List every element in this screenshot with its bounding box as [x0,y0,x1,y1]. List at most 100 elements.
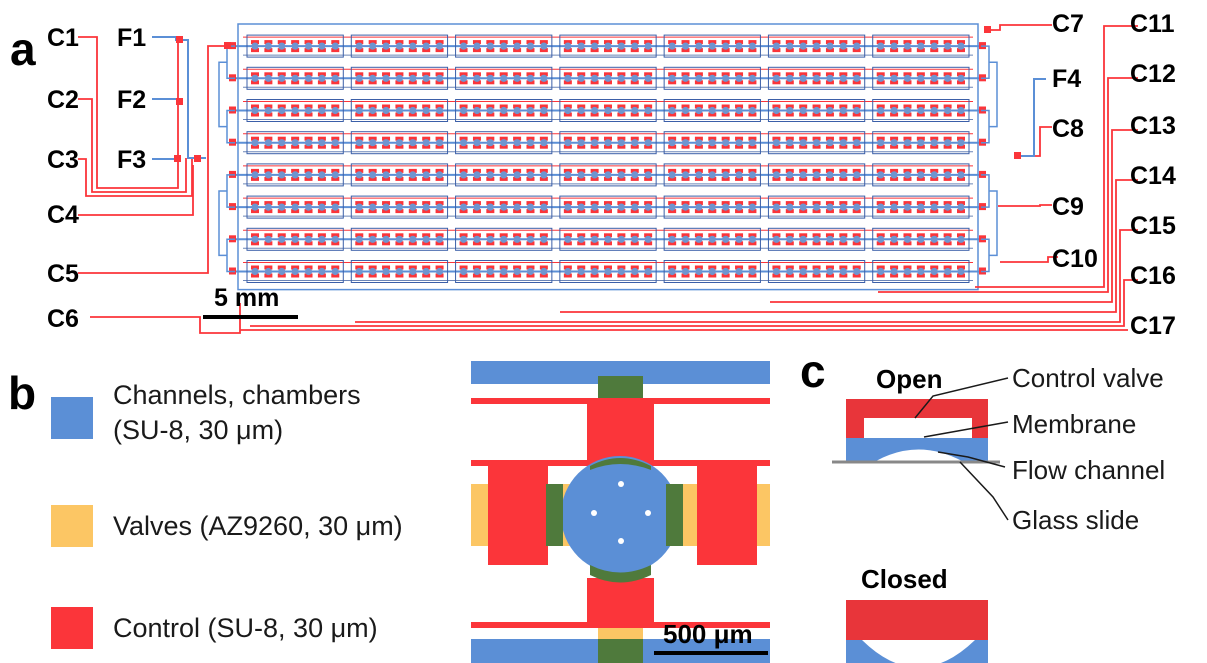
valve-pad [916,168,925,173]
chamber-dot [409,74,417,82]
panel-b-letter: b [8,367,37,419]
valve-pad [681,80,690,85]
valve-pad [382,112,391,117]
unit-cell-block [246,131,344,155]
valve-pad [604,144,612,149]
valve-pad [903,80,912,85]
valve-pad [277,144,286,149]
valve-pad [735,40,744,45]
chamber-dot [369,235,377,243]
control-route [560,179,1138,313]
chamber-dot [903,267,912,276]
valve-pad [563,40,572,45]
valve-pad [382,273,391,278]
unit-cell-block [246,260,344,283]
chamber-dot [631,171,639,179]
chamber-dot [631,74,639,82]
valve-pad [681,233,690,238]
valve-pad [630,136,639,141]
chamber-dot [681,267,690,276]
chamber-dot [772,42,781,50]
valve-pad [291,72,300,77]
valve-pad [264,144,273,149]
chamber-dot [564,235,572,243]
valve-pad [331,48,340,53]
valve-pad [825,48,834,53]
control-label-c1: C1 [47,24,79,52]
chamber-dot [957,74,965,82]
valve-pad [785,104,794,109]
valve-pad [526,233,535,238]
valve-pad [472,112,481,117]
valve-pad [499,104,508,109]
chamber-dot [355,74,363,82]
unit-cell-block [559,227,657,251]
valve-pad [577,233,586,238]
valve-pad [903,265,912,270]
chamber-dot [395,203,404,211]
chamber-dot [331,203,339,211]
valve-pad [916,176,925,181]
valve-pad [721,136,730,141]
valve-pad [957,80,965,85]
valve-pad [499,201,508,206]
valve-pad [916,48,925,53]
valve-pad [264,273,273,278]
chamber-dot [930,267,938,276]
valve-pad [825,72,834,77]
unit-cell-block [872,34,970,58]
chamber-dot [422,203,430,211]
control-label-c8: C8 [1052,115,1084,143]
chamber-dot [786,267,794,276]
valve-pad [251,265,259,270]
valve-pad [486,201,495,206]
valve-pad [472,273,481,278]
valve-pad [812,104,821,109]
valve-pad [785,72,794,77]
chamber-dot [577,106,585,115]
valve-pad [277,72,286,77]
valve-pad [748,209,757,214]
chamber-dot [264,203,272,211]
chamber-dot [355,203,363,211]
valve-pad [903,136,912,141]
chamber-dot [877,74,885,82]
valve-pad [957,176,965,181]
valve-pad [890,168,899,173]
valve-pad [772,72,781,77]
valve-pad [839,233,848,238]
valve-pad [617,40,626,45]
valve-pad [459,168,468,173]
valve-pad [472,201,481,206]
chamber-dot [422,74,430,82]
valve-pad [812,136,821,141]
inlet-pad [194,155,201,162]
valve-pad [317,144,326,149]
valve-pad [355,273,364,278]
flow-label-f3: F3 [117,146,147,174]
unit-cell-block [350,227,449,251]
valve-pad [577,176,586,181]
chamber-dot [631,139,639,147]
valve-pad [812,233,821,238]
chamber-dot [668,203,676,211]
chamber-dot [944,139,952,147]
control-route [985,24,1052,31]
chamber-dot [799,235,807,243]
valve-pad [668,273,677,278]
valve-pad [513,40,522,45]
chamber-dot [577,42,585,50]
valve-pad [435,144,444,149]
valve-pad [577,273,586,278]
valve-pad [317,168,326,173]
chamber-dot [877,106,885,115]
valve-pad [422,40,431,45]
chamber-dot [291,74,299,82]
chamber-dot [681,171,690,179]
chamber-dot [564,106,572,115]
chamber-dot [826,106,834,115]
chamber-dot [930,106,938,115]
chamber-dot [786,171,794,179]
valve-pad [748,233,757,238]
inlet-pad [176,36,183,43]
